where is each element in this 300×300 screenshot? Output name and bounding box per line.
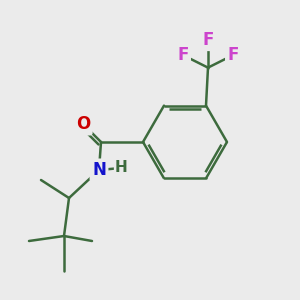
Text: O: O bbox=[76, 115, 90, 133]
Text: N: N bbox=[92, 161, 106, 179]
Text: H: H bbox=[115, 160, 128, 175]
Text: F: F bbox=[177, 46, 188, 64]
Text: F: F bbox=[227, 46, 239, 64]
Text: F: F bbox=[202, 31, 214, 49]
